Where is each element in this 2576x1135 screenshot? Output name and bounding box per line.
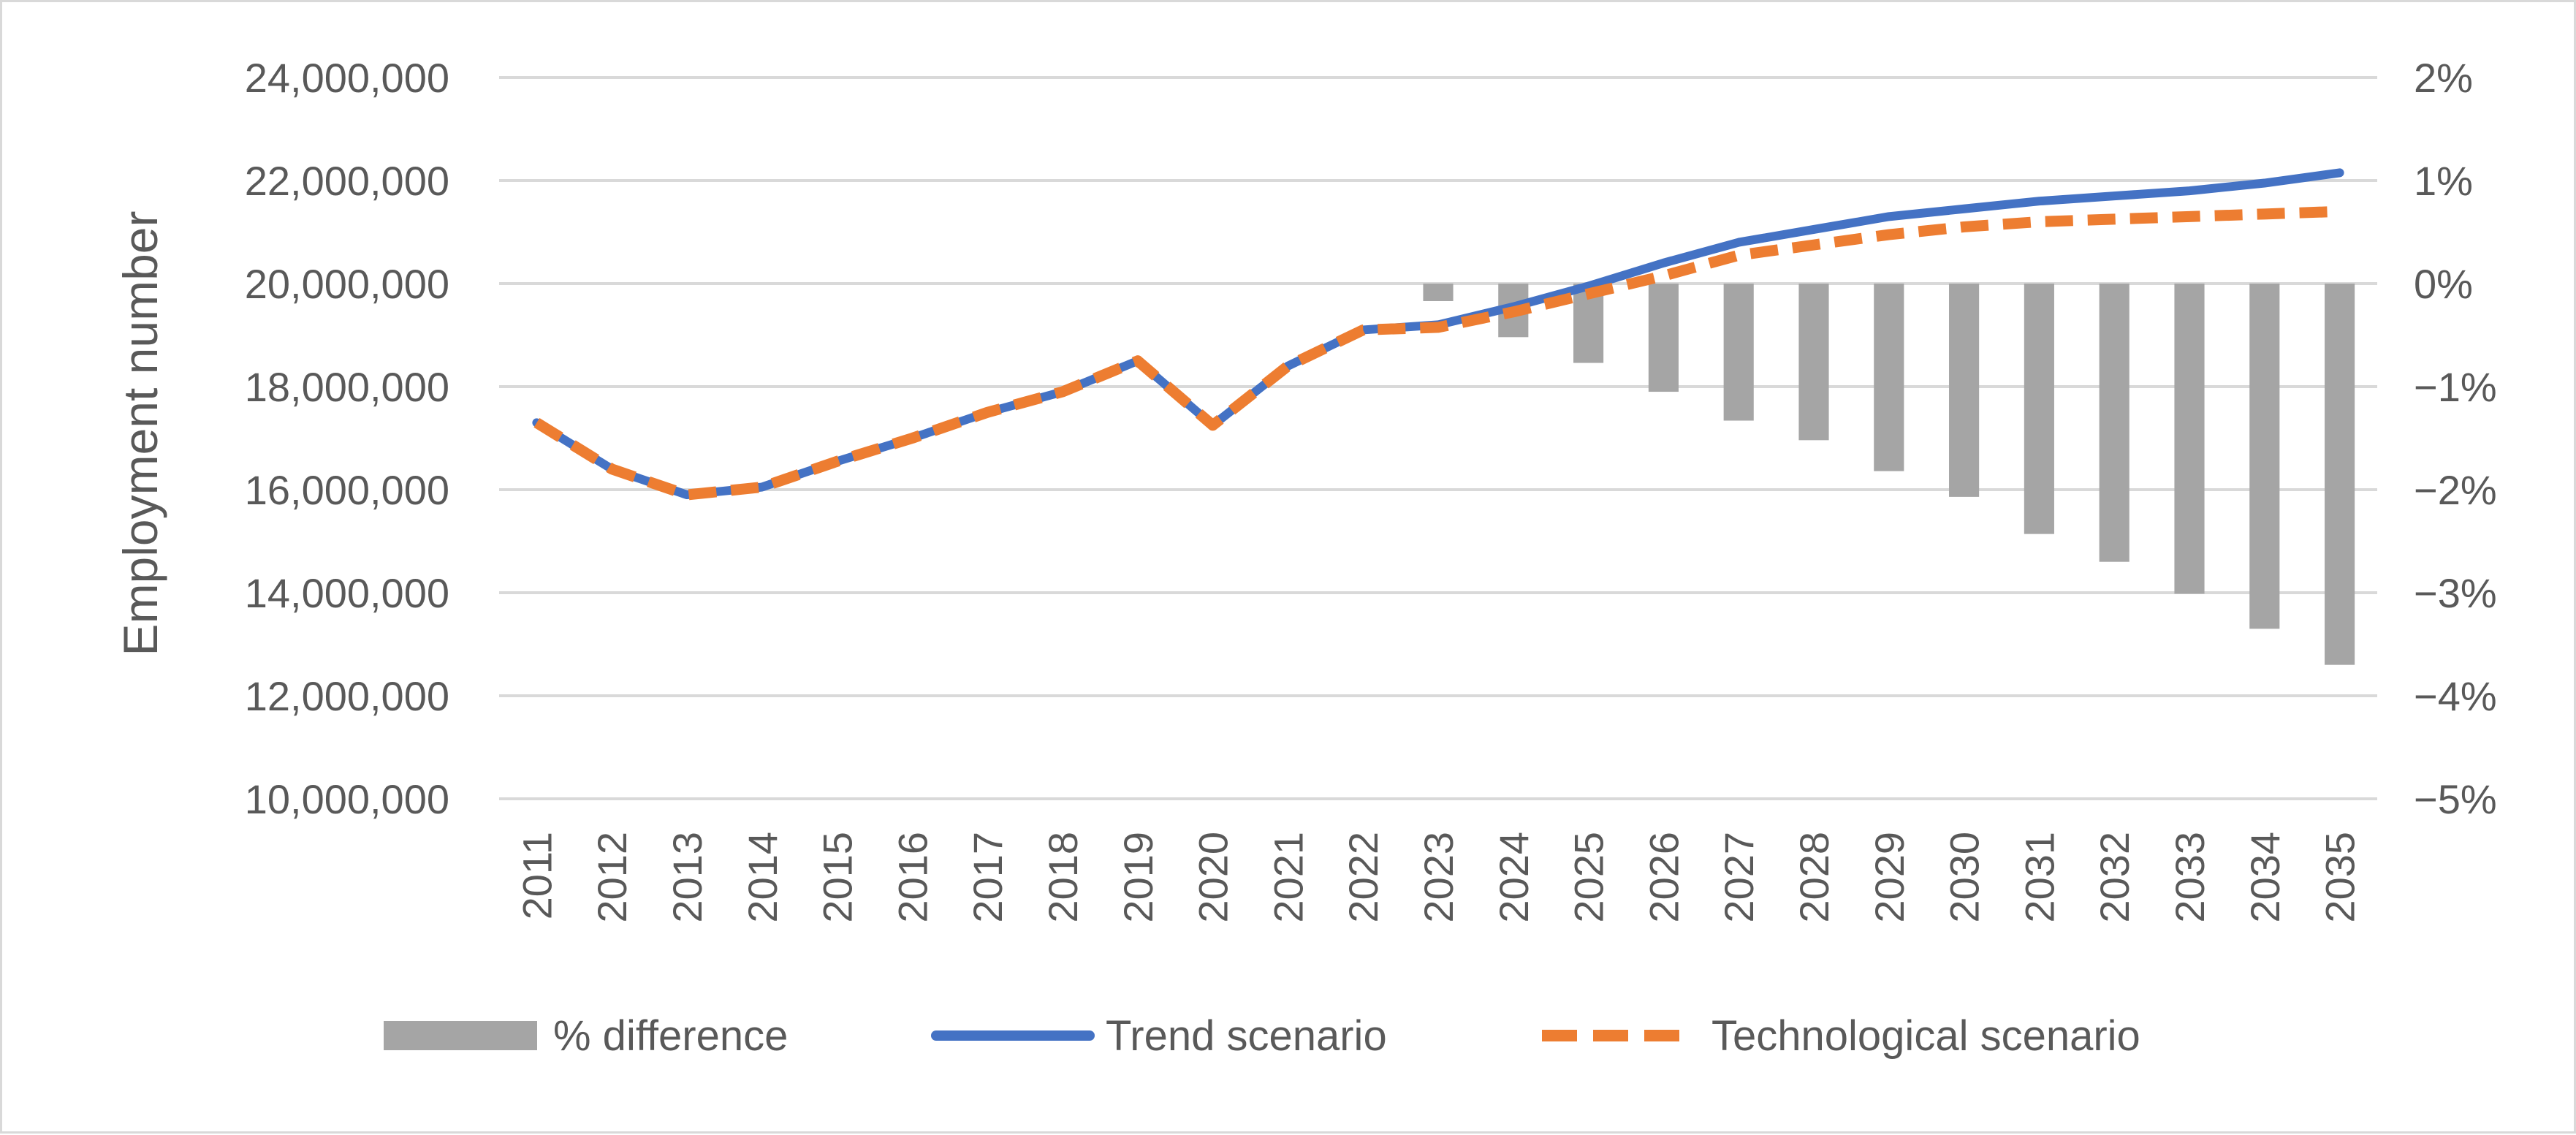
- y2-tick-label: −2%: [2414, 467, 2497, 513]
- x-tick-label: 2016: [889, 832, 935, 923]
- x-tick-label: 2028: [1791, 832, 1837, 923]
- legend: % difference Trend scenario Technological …: [384, 1012, 2140, 1060]
- bar-2026: [1648, 284, 1679, 392]
- y2-tick-label: −5%: [2414, 776, 2497, 822]
- y-axis-title: Employment number: [113, 211, 167, 656]
- bar-2032: [2099, 284, 2129, 562]
- x-tick-label: 2023: [1416, 832, 1462, 923]
- x-tick-label: 2030: [1942, 832, 1988, 923]
- x-tick-label: 2021: [1265, 832, 1311, 923]
- x-tick-label: 2033: [2167, 832, 2213, 923]
- x-tick-label: 2011: [514, 832, 560, 919]
- gridlines: [499, 76, 2377, 800]
- y-tick-label: 18,000,000: [245, 364, 449, 410]
- y2-tick-label: −4%: [2414, 673, 2497, 719]
- x-tick-label: 2029: [1866, 832, 1912, 923]
- x-axis-ticks: 2011 2012 2013 2014 2015 2016 2017 2018 2019 2020…: [514, 832, 2363, 923]
- x-tick-label: 2026: [1641, 832, 1687, 923]
- x-tick-label: 2017: [965, 832, 1011, 923]
- x-tick-label: 2027: [1716, 832, 1762, 923]
- y2-tick-label: −1%: [2414, 364, 2497, 410]
- bar-2035: [2325, 284, 2355, 665]
- bar-2023: [1423, 284, 1454, 301]
- x-tick-label: 2014: [740, 832, 786, 923]
- x-tick-label: 2022: [1340, 832, 1386, 923]
- y-tick-label: 20,000,000: [245, 261, 449, 307]
- line-technological-scenario: [533, 205, 2340, 501]
- y2-tick-label: −3%: [2414, 570, 2497, 616]
- x-tick-label: 2018: [1040, 832, 1086, 923]
- x-tick-label: 2032: [2091, 832, 2138, 923]
- bars-percent-difference: [1423, 284, 2355, 665]
- left-axis-ticks: 10,000,000 12,000,000 14,000,000 16,000,000…: [245, 55, 449, 822]
- legend-label: % difference: [553, 1012, 788, 1060]
- legend-label: Technological scenario: [1711, 1012, 2140, 1060]
- x-tick-label: 2015: [815, 832, 861, 923]
- bar-2029: [1874, 284, 1904, 471]
- legend-swatch-percent-difference: [384, 1021, 537, 1050]
- x-tick-label: 2019: [1115, 832, 1161, 923]
- bar-2030: [1949, 284, 1980, 497]
- bar-2034: [2249, 284, 2280, 629]
- x-tick-label: 2031: [2016, 832, 2062, 923]
- y2-tick-label: 1%: [2414, 158, 2473, 204]
- bar-2031: [2024, 284, 2054, 534]
- bar-2027: [1723, 284, 1754, 421]
- bar-2028: [1798, 284, 1829, 441]
- y-tick-label: 16,000,000: [245, 467, 449, 513]
- x-tick-label: 2034: [2242, 832, 2288, 923]
- x-tick-label: 2012: [589, 832, 635, 923]
- x-tick-label: 2024: [1491, 832, 1537, 923]
- right-axis-ticks: −5% −4% −3% −2% −1% 0% 1% 2%: [2414, 55, 2497, 822]
- x-tick-label: 2035: [2317, 832, 2363, 923]
- x-tick-label: 2025: [1566, 832, 1612, 923]
- y-tick-label: 10,000,000: [245, 776, 449, 822]
- y2-tick-label: 0%: [2414, 261, 2473, 307]
- x-tick-label: 2013: [664, 832, 710, 923]
- lines: [532, 168, 2344, 501]
- y-tick-label: 22,000,000: [245, 158, 449, 204]
- legend-label: Trend scenario: [1106, 1012, 1387, 1060]
- y-tick-label: 24,000,000: [245, 55, 449, 101]
- bar-2033: [2174, 284, 2205, 594]
- y-tick-label: 14,000,000: [245, 570, 449, 616]
- y2-tick-label: 2%: [2414, 55, 2473, 101]
- x-tick-label: 2020: [1190, 832, 1236, 923]
- y-tick-label: 12,000,000: [245, 673, 449, 719]
